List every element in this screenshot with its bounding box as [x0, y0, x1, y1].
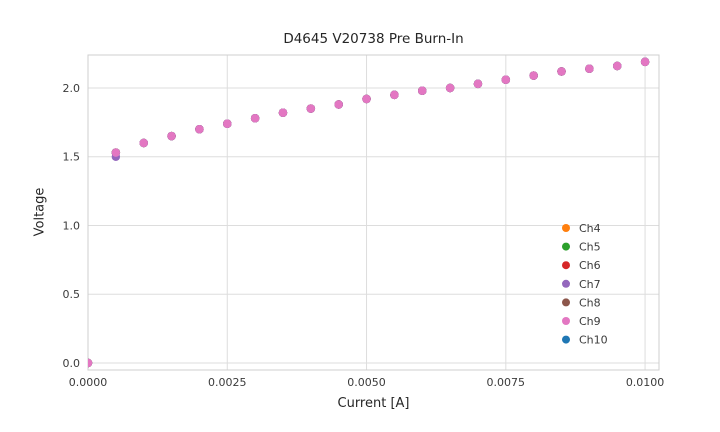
data-point: [250, 114, 260, 123]
legend-label: Ch5: [579, 241, 601, 254]
data-point: [111, 148, 121, 157]
legend-item-ch8[interactable]: Ch8: [562, 296, 601, 309]
data-point: [223, 119, 232, 128]
legend-label: Ch10: [579, 334, 608, 347]
legend: Ch4 Ch5 Ch6 Ch7 Ch8 Ch9 Ch10: [562, 222, 608, 347]
data-point: [501, 75, 511, 84]
y-tick-label: 0.0: [63, 357, 81, 370]
data-point: [139, 138, 148, 148]
data-point: [306, 104, 316, 113]
data-point: [418, 86, 427, 95]
y-tick-label: 1.5: [63, 151, 81, 164]
legend-item-ch9[interactable]: Ch9: [562, 315, 601, 328]
plot-frame: [87, 54, 660, 371]
data-point: [613, 61, 622, 71]
legend-item-ch7[interactable]: Ch7: [562, 278, 601, 291]
data-point: [362, 94, 371, 104]
legend-marker-icon: [562, 279, 570, 288]
y-axis-label: Voltage: [32, 187, 48, 237]
data-point: [167, 131, 176, 141]
x-tick-label: 0.0075: [487, 376, 526, 389]
data-point: [640, 57, 650, 67]
legend-item-ch10[interactable]: Ch10: [562, 334, 608, 347]
data-point: [334, 100, 343, 109]
chart-title: D4645 V20738 Pre Burn-In: [283, 31, 464, 47]
data-point: [473, 79, 483, 89]
y-tick-label: 0.5: [63, 288, 81, 301]
series-ch9: [88, 57, 650, 368]
y-tick-label: 2.0: [63, 82, 81, 95]
legend-item-ch6[interactable]: Ch6: [562, 259, 601, 272]
legend-label: Ch7: [579, 278, 601, 291]
legend-label: Ch6: [579, 259, 601, 272]
legend-label: Ch8: [579, 296, 601, 309]
legend-marker-icon: [562, 298, 570, 307]
legend-item-ch5[interactable]: Ch5: [562, 241, 601, 254]
legend-marker-icon: [562, 317, 570, 325]
data-point: [445, 83, 455, 93]
x-axis-label: Current [A]: [337, 396, 410, 411]
x-tick-label: 0.0000: [69, 376, 108, 389]
data-point: [557, 67, 566, 76]
legend-marker-icon: [562, 261, 570, 270]
legend-marker-icon: [562, 224, 570, 232]
legend-marker-icon: [562, 335, 570, 344]
data-points-layer: [88, 57, 650, 368]
x-tick-label: 0.0025: [208, 376, 247, 389]
data-point: [195, 125, 204, 134]
data-point: [88, 358, 93, 368]
legend-label: Ch4: [579, 222, 601, 235]
legend-label: Ch9: [579, 315, 601, 328]
legend-marker-icon: [562, 242, 570, 251]
x-tick-label: 0.0050: [347, 376, 386, 389]
data-point: [585, 64, 594, 73]
data-point: [278, 108, 288, 117]
data-point: [390, 90, 399, 100]
data-point: [529, 71, 538, 80]
legend-item-ch4[interactable]: Ch4: [562, 222, 601, 235]
y-tick-label: 1.0: [63, 219, 81, 232]
x-tick-label: 0.0100: [626, 376, 665, 389]
